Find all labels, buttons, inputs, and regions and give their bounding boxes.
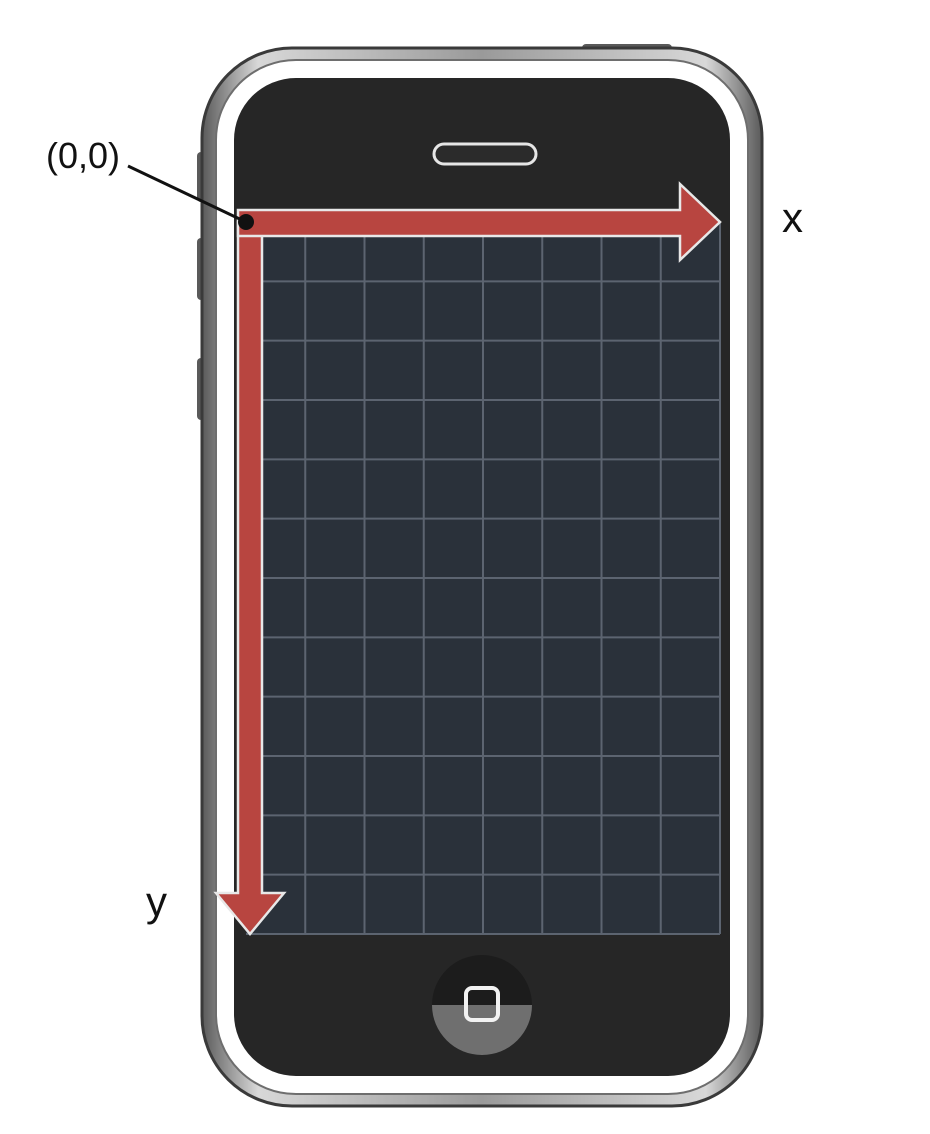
origin-leader-line (127, 164, 247, 224)
y-axis-arrow (213, 220, 287, 936)
screen (246, 222, 721, 935)
x-axis-arrow (236, 181, 722, 263)
screen-grid (246, 222, 721, 935)
y-axis-label: y (146, 878, 167, 925)
x-axis-label: x (782, 194, 803, 241)
home-button[interactable] (432, 955, 532, 1055)
origin-point (238, 214, 254, 230)
earpiece-speaker (432, 142, 538, 166)
home-button-square-icon (464, 986, 500, 1022)
origin-label: (0,0) (46, 135, 120, 176)
